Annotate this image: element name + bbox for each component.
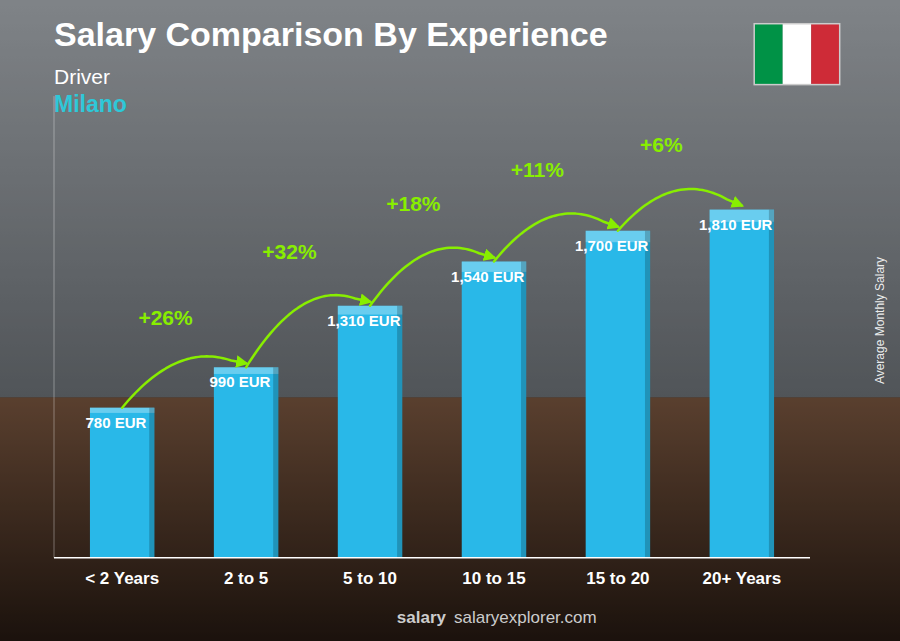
x-axis [54,557,810,559]
change-arrow [246,295,370,367]
bar-side-shade [521,262,526,558]
x-tick-label: 15 to 20 [586,569,649,588]
change-label: +6% [640,133,683,156]
subtitle: Driver [54,65,110,88]
value-label: 1,540 EUR [451,268,525,285]
bar-group [338,306,402,558]
bars [90,210,774,558]
value-label: 1,700 EUR [575,237,649,254]
x-tick-label: 20+ Years [703,569,782,588]
change-label: +11% [511,158,564,181]
y-axis-label: Average Monthly Salary [873,257,887,384]
background-overlay [0,0,900,641]
change-arcs [122,189,742,408]
change-label: +26% [138,306,193,329]
bar-side-shade [149,408,154,558]
bar [338,306,402,558]
value-label: 780 EUR [86,414,147,431]
flag-border [754,24,840,85]
bar-side-shade [273,367,278,557]
change-label: +32% [262,240,317,263]
title: Salary Comparison By Experience [54,15,608,53]
value-label: 1,810 EUR [699,216,773,233]
change-label: +18% [386,192,441,215]
x-tick-label: 5 to 10 [343,569,397,588]
x-tick-label: 10 to 15 [462,569,525,588]
change-arrow [370,248,494,306]
flag-stripe [754,24,783,85]
flag-stripe [783,24,812,85]
bar [586,231,650,558]
value-label: 1,310 EUR [327,312,401,329]
bar-group [462,262,526,558]
x-tick-label: < 2 Years [85,569,159,588]
flag-stripe [811,24,840,85]
change-arrow [618,189,742,231]
value-label: 990 EUR [209,373,270,390]
bar-group [710,210,774,558]
bar-group [586,231,650,558]
footer: salaryexplorer.com [454,608,597,627]
bar-side-shade [397,306,402,558]
bar [710,210,774,558]
change-arrow [494,213,618,261]
footer: salary [397,608,447,627]
chart: < 2 Years 2 to 5 5 to 10 10 to 15 15 to 20 20… [0,0,900,641]
change-arrow [122,356,246,407]
flag [754,24,840,85]
bar [214,367,278,557]
bar-side-shade [769,210,774,558]
bar-group [214,367,278,557]
y-axis-line [54,96,55,558]
bar-side-shade [645,231,650,558]
bar [462,262,526,558]
x-tick-label: 2 to 5 [224,569,268,588]
subtitle: Milano [54,91,127,117]
